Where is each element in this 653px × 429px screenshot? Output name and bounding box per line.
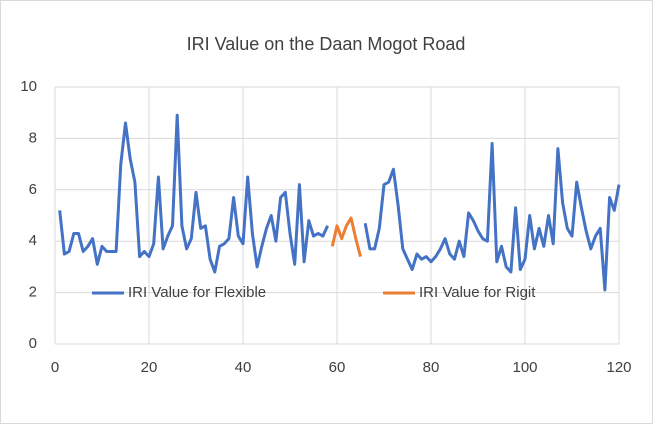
chart-title: IRI Value on the Daan Mogot Road [187,34,466,54]
x-tick-label: 80 [423,359,440,376]
series-line [330,216,362,257]
y-tick-label: 10 [20,78,37,95]
y-tick-label: 2 [29,284,37,301]
y-tick-label: 4 [29,232,37,249]
x-tick-label: 100 [512,359,537,376]
y-tick-label: 0 [29,335,37,352]
y-tick-label: 6 [29,181,37,198]
x-tick-label: 0 [51,359,59,376]
x-tick-label: 40 [235,359,252,376]
x-tick-label: 20 [141,359,158,376]
series-line [58,113,621,292]
legend-label: IRI Value for Rigit [419,284,536,301]
y-tick-label: 8 [29,129,37,146]
x-tick-label: 60 [329,359,346,376]
x-tick-label: 120 [606,359,631,376]
legend-label: IRI Value for Flexible [128,284,266,301]
